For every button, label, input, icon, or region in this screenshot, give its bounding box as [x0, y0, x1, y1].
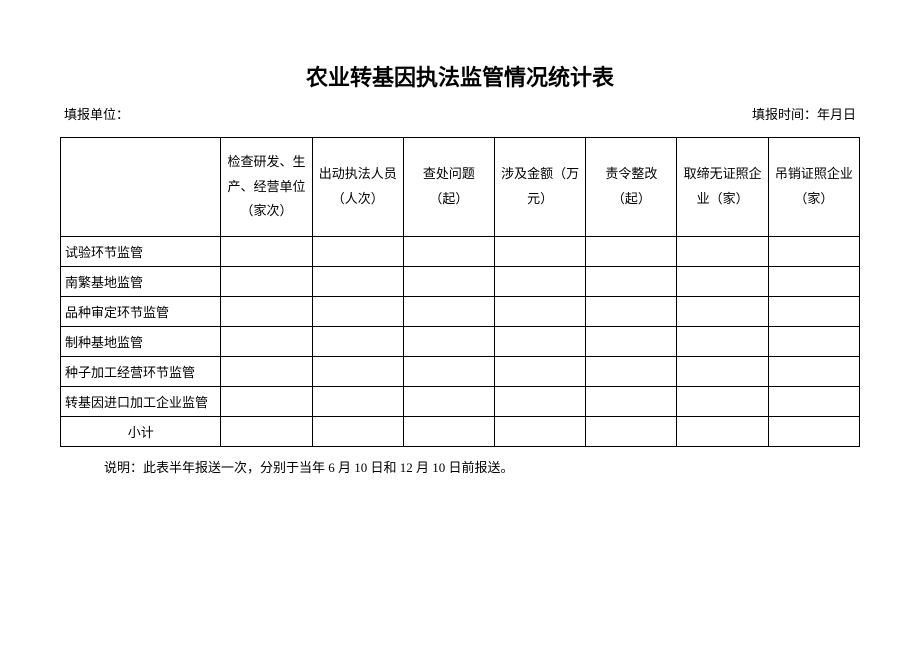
header-blank — [61, 138, 221, 237]
meta-row: 填报单位： 填报时间：年月日 — [60, 104, 860, 123]
cell — [221, 267, 312, 297]
unit-label: 填报单位： — [64, 104, 129, 123]
header-col-6: 取缔无证照企业（家） — [677, 138, 768, 237]
cell — [677, 417, 768, 447]
page-title: 农业转基因执法监管情况统计表 — [60, 60, 860, 92]
cell — [403, 267, 494, 297]
cell — [586, 417, 677, 447]
header-col-3: 查处问题（起） — [403, 138, 494, 237]
cell — [403, 297, 494, 327]
table-row: 试验环节监管 — [61, 237, 860, 267]
cell — [495, 267, 586, 297]
cell — [403, 387, 494, 417]
table-row: 转基因进口加工企业监管 — [61, 387, 860, 417]
cell — [312, 357, 403, 387]
cell — [677, 387, 768, 417]
row-label: 试验环节监管 — [61, 237, 221, 267]
cell — [403, 237, 494, 267]
cell — [312, 267, 403, 297]
cell — [495, 237, 586, 267]
table-row-subtotal: 小计 — [61, 417, 860, 447]
table-row: 品种审定环节监管 — [61, 297, 860, 327]
cell — [768, 327, 859, 357]
cell — [677, 297, 768, 327]
row-label: 南繁基地监管 — [61, 267, 221, 297]
header-col-1: 检查研发、生产、经营单位（家次） — [221, 138, 312, 237]
cell — [768, 417, 859, 447]
cell — [768, 267, 859, 297]
header-col-5: 责令整改（起） — [586, 138, 677, 237]
row-label: 小计 — [61, 417, 221, 447]
note-text: 说明：此表半年报送一次，分别于当年 6 月 10 日和 12 月 10 日前报送… — [60, 457, 560, 479]
cell — [768, 237, 859, 267]
cell — [768, 387, 859, 417]
cell — [495, 417, 586, 447]
row-label: 品种审定环节监管 — [61, 297, 221, 327]
statistics-table: 检查研发、生产、经营单位（家次） 出动执法人员（人次） 查处问题（起） 涉及金额… — [60, 137, 860, 447]
cell — [403, 327, 494, 357]
cell — [677, 237, 768, 267]
cell — [586, 267, 677, 297]
row-label: 种子加工经营环节监管 — [61, 357, 221, 387]
cell — [495, 327, 586, 357]
cell — [221, 297, 312, 327]
header-col-7: 吊销证照企业（家） — [768, 138, 859, 237]
row-label: 转基因进口加工企业监管 — [61, 387, 221, 417]
table-row: 南繁基地监管 — [61, 267, 860, 297]
cell — [312, 237, 403, 267]
cell — [768, 357, 859, 387]
cell — [495, 357, 586, 387]
table-header-row: 检查研发、生产、经营单位（家次） 出动执法人员（人次） 查处问题（起） 涉及金额… — [61, 138, 860, 237]
cell — [312, 327, 403, 357]
cell — [495, 297, 586, 327]
cell — [312, 417, 403, 447]
time-label: 填报时间：年月日 — [752, 104, 856, 123]
header-col-2: 出动执法人员（人次） — [312, 138, 403, 237]
cell — [221, 237, 312, 267]
cell — [221, 357, 312, 387]
row-label: 制种基地监管 — [61, 327, 221, 357]
cell — [495, 387, 586, 417]
cell — [221, 327, 312, 357]
cell — [768, 297, 859, 327]
cell — [586, 297, 677, 327]
cell — [312, 387, 403, 417]
cell — [586, 357, 677, 387]
cell — [403, 357, 494, 387]
cell — [586, 387, 677, 417]
table-row: 种子加工经营环节监管 — [61, 357, 860, 387]
cell — [312, 297, 403, 327]
cell — [403, 417, 494, 447]
table-row: 制种基地监管 — [61, 327, 860, 357]
cell — [677, 267, 768, 297]
cell — [221, 387, 312, 417]
header-col-4: 涉及金额（万元） — [495, 138, 586, 237]
cell — [586, 327, 677, 357]
cell — [221, 417, 312, 447]
cell — [586, 237, 677, 267]
cell — [677, 327, 768, 357]
cell — [677, 357, 768, 387]
